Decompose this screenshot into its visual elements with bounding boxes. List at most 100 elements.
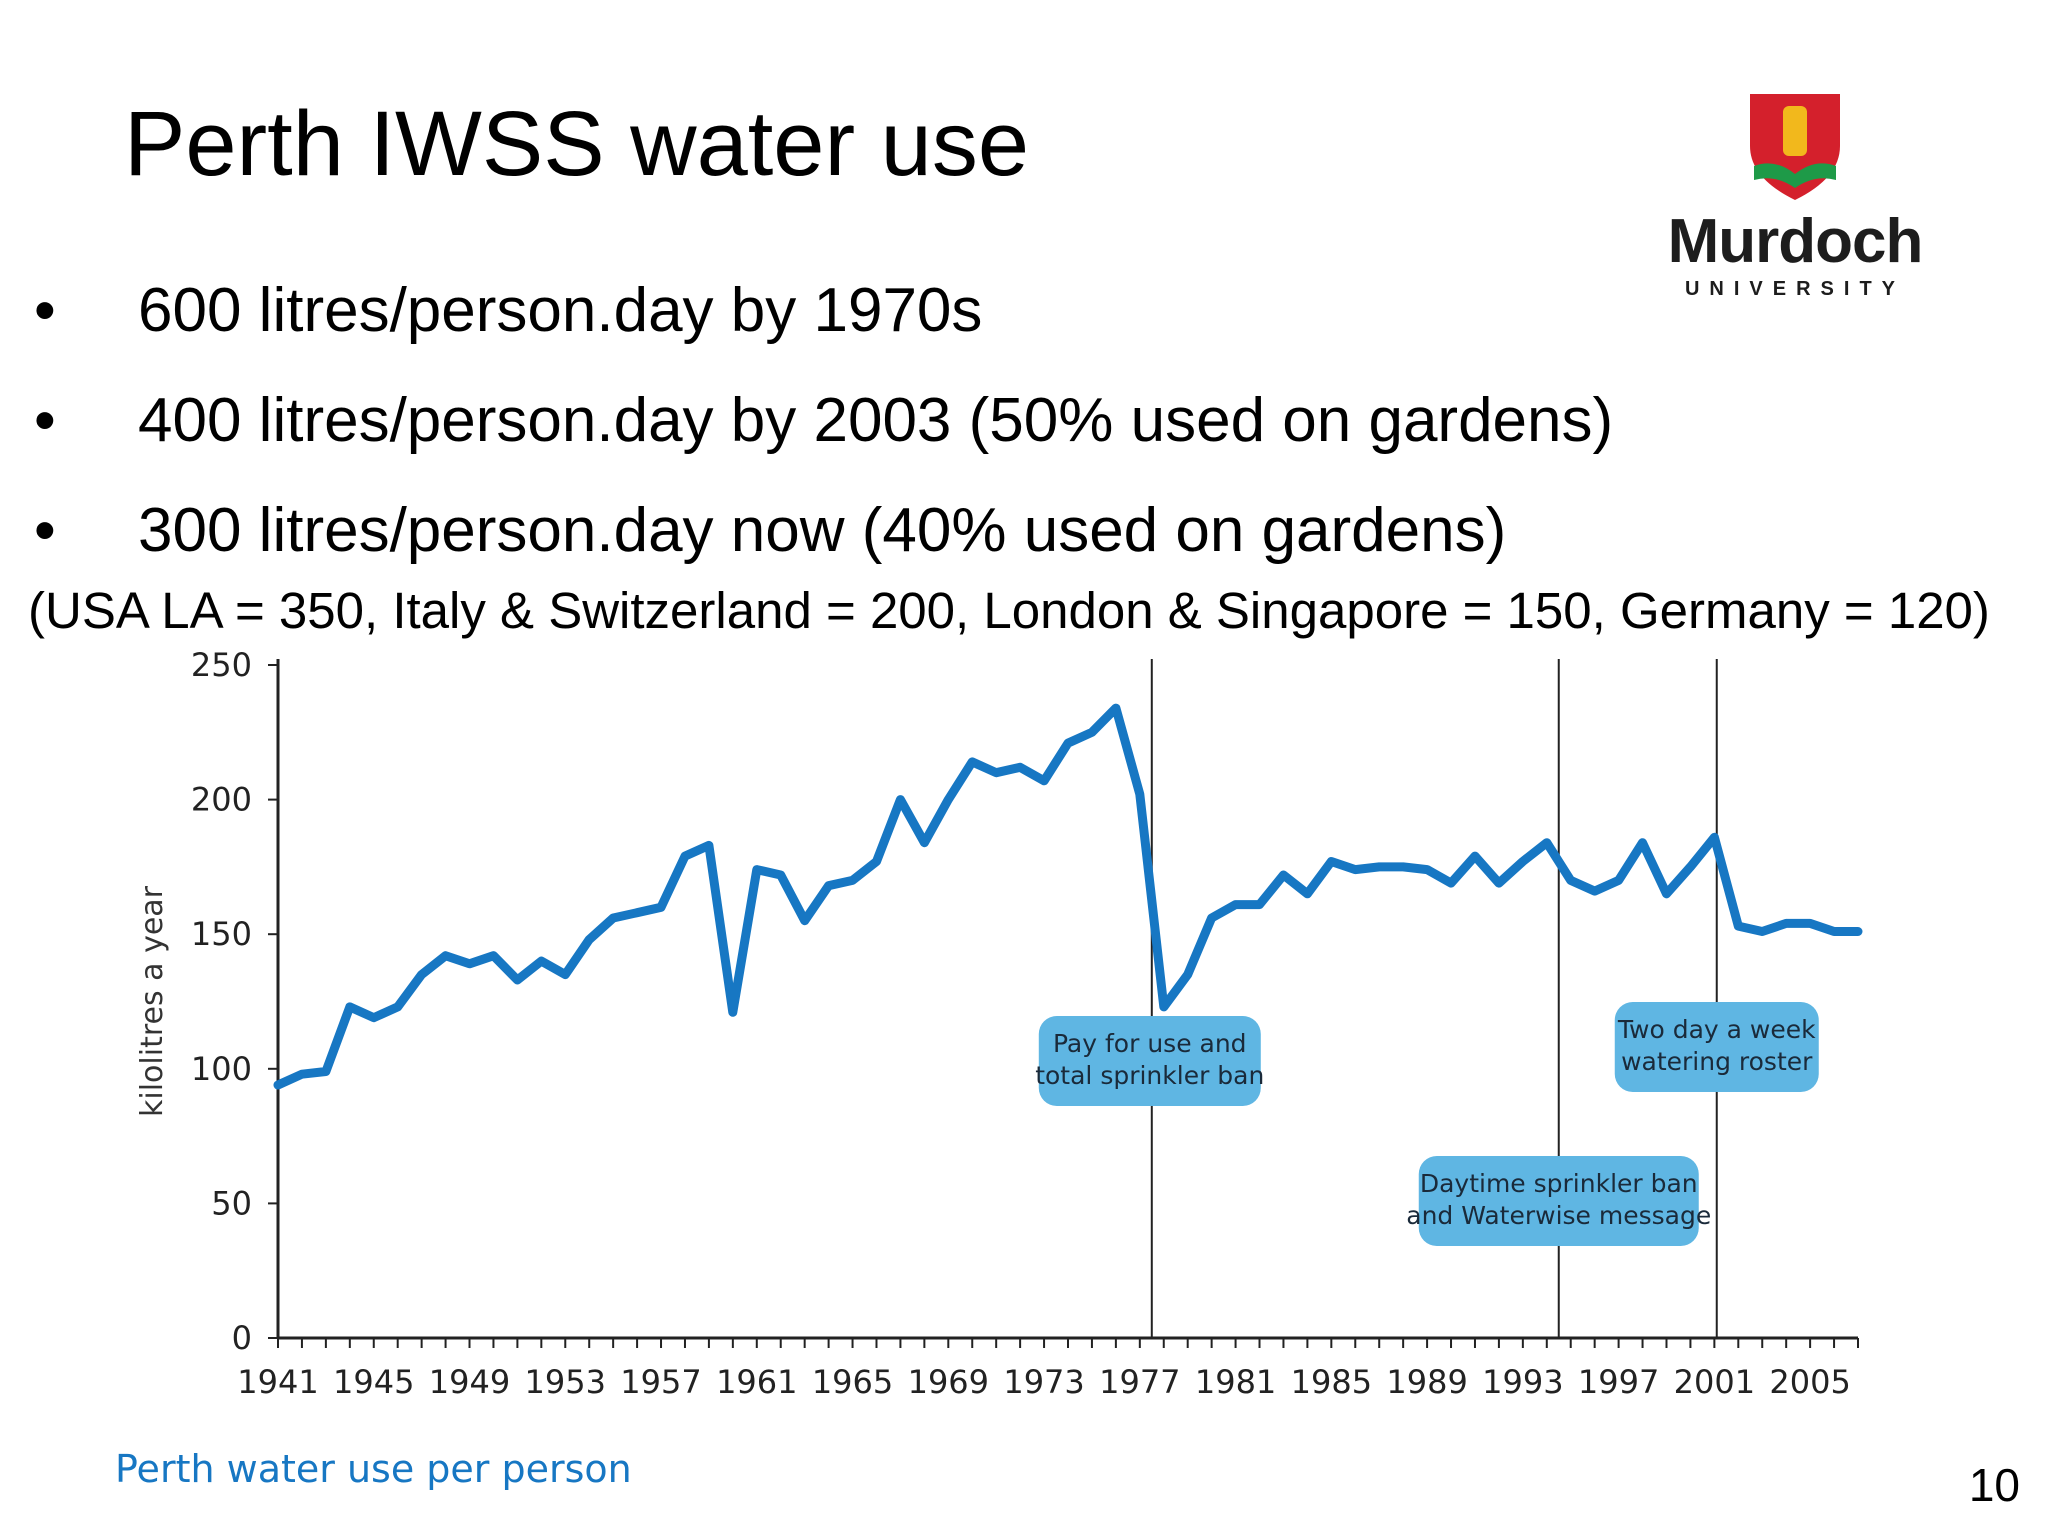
bullet-text: 600 litres/person.day by 1970s xyxy=(138,276,983,345)
data-point xyxy=(1354,869,1356,871)
data-point xyxy=(1546,842,1548,844)
x-tick-label: 1953 xyxy=(525,1363,606,1401)
data-point xyxy=(899,799,901,801)
data-point xyxy=(1522,861,1524,863)
chart-caption: Perth water use per person xyxy=(115,1447,632,1491)
data-point xyxy=(1665,893,1667,895)
x-tick-label: 2001 xyxy=(1674,1363,1755,1401)
data-point xyxy=(1689,866,1691,868)
data-point xyxy=(780,874,782,876)
x-tick-label: 1989 xyxy=(1386,1363,1467,1401)
event-callout-label: and Waterwise message xyxy=(1406,1201,1711,1230)
data-point xyxy=(684,855,686,857)
data-point xyxy=(1618,879,1620,881)
bullet-text: 400 litres/person.day by 2003 (50% used … xyxy=(138,386,1614,455)
y-tick-label: 150 xyxy=(191,915,252,953)
data-point xyxy=(1378,866,1380,868)
data-point xyxy=(373,1017,375,1019)
data-point xyxy=(540,960,542,962)
bullet-dot: • xyxy=(34,496,56,565)
event-callout xyxy=(1418,1156,1699,1246)
data-point xyxy=(421,974,423,976)
data-point xyxy=(1737,925,1739,927)
logo-wordmark: Murdoch xyxy=(1667,207,1924,276)
data-point xyxy=(1450,882,1452,884)
x-tick-label: 1993 xyxy=(1482,1363,1563,1401)
data-point xyxy=(1857,931,1859,933)
data-point xyxy=(492,955,494,957)
data-point xyxy=(852,879,854,881)
data-point xyxy=(971,761,973,763)
bullet-dot: • xyxy=(34,386,56,455)
y-tick-label: 100 xyxy=(191,1050,252,1088)
x-tick-label: 1977 xyxy=(1099,1363,1180,1401)
bullet-text: 300 litres/person.day now (40% used on g… xyxy=(138,496,1507,565)
data-point xyxy=(708,844,710,846)
data-point xyxy=(875,861,877,863)
event-callout xyxy=(1614,1002,1819,1092)
bullet-item: • 300 litres/person.day now (40% used on… xyxy=(28,476,1613,586)
data-point xyxy=(469,963,471,965)
data-point xyxy=(1713,836,1715,838)
event-callout-label: total sprinkler ban xyxy=(1035,1061,1264,1090)
x-tick-label: 2005 xyxy=(1769,1363,1850,1401)
crest-icon xyxy=(1750,94,1840,200)
data-point xyxy=(325,1070,327,1072)
data-point xyxy=(445,955,447,957)
data-point xyxy=(1761,931,1763,933)
event-callout-label: Two day a week xyxy=(1617,1015,1816,1044)
data-point xyxy=(301,1073,303,1075)
x-tick-label: 1949 xyxy=(429,1363,510,1401)
data-point xyxy=(732,1011,734,1013)
event-callout xyxy=(1038,1016,1261,1106)
data-point xyxy=(1570,879,1572,881)
data-point xyxy=(349,1006,351,1008)
data-point xyxy=(1235,904,1237,906)
data-point xyxy=(1019,766,1021,768)
murdoch-logo: Murdoch UNIVERSITY xyxy=(1650,88,1940,308)
data-point xyxy=(636,912,638,914)
data-point xyxy=(1139,793,1141,795)
data-point xyxy=(1306,893,1308,895)
data-point xyxy=(588,939,590,941)
data-point xyxy=(516,979,518,981)
data-point xyxy=(612,917,614,919)
y-tick-label: 250 xyxy=(191,646,252,684)
data-point xyxy=(1282,874,1284,876)
data-point xyxy=(1402,866,1404,868)
data-point xyxy=(1642,842,1644,844)
data-point xyxy=(947,799,949,801)
data-point xyxy=(1115,707,1117,709)
event-callout-label: Daytime sprinkler ban xyxy=(1420,1169,1698,1198)
data-point xyxy=(564,974,566,976)
data-point xyxy=(804,920,806,922)
bullet-item: • 400 litres/person.day by 2003 (50% use… xyxy=(28,366,1613,476)
data-point xyxy=(1043,780,1045,782)
x-tick-label: 1981 xyxy=(1195,1363,1276,1401)
data-point xyxy=(1187,974,1189,976)
data-point xyxy=(397,1006,399,1008)
bullet-item: • 600 litres/person.day by 1970s xyxy=(28,256,1613,366)
slide-title: Perth IWSS water use xyxy=(124,93,1029,195)
x-tick-label: 1961 xyxy=(716,1363,797,1401)
data-point xyxy=(1594,890,1596,892)
y-axis-title: kilolitres a year xyxy=(135,885,170,1117)
data-point xyxy=(1091,731,1093,733)
x-tick-label: 1965 xyxy=(812,1363,893,1401)
data-point xyxy=(923,842,925,844)
data-point xyxy=(1474,855,1476,857)
x-tick-label: 1941 xyxy=(237,1363,318,1401)
data-point xyxy=(1426,869,1428,871)
data-point xyxy=(660,906,662,908)
bullet-list: • 600 litres/person.day by 1970s • 400 l… xyxy=(28,256,1613,586)
comparison-note: (USA LA = 350, Italy & Switzerland = 200… xyxy=(28,582,1990,639)
x-tick-label: 1985 xyxy=(1291,1363,1372,1401)
x-tick-label: 1957 xyxy=(620,1363,701,1401)
event-callout-label: Pay for use and xyxy=(1053,1029,1247,1058)
data-point xyxy=(1211,917,1213,919)
data-point xyxy=(277,1084,279,1086)
data-point xyxy=(1809,922,1811,924)
y-tick-label: 200 xyxy=(191,781,252,819)
data-point xyxy=(1163,1006,1165,1008)
